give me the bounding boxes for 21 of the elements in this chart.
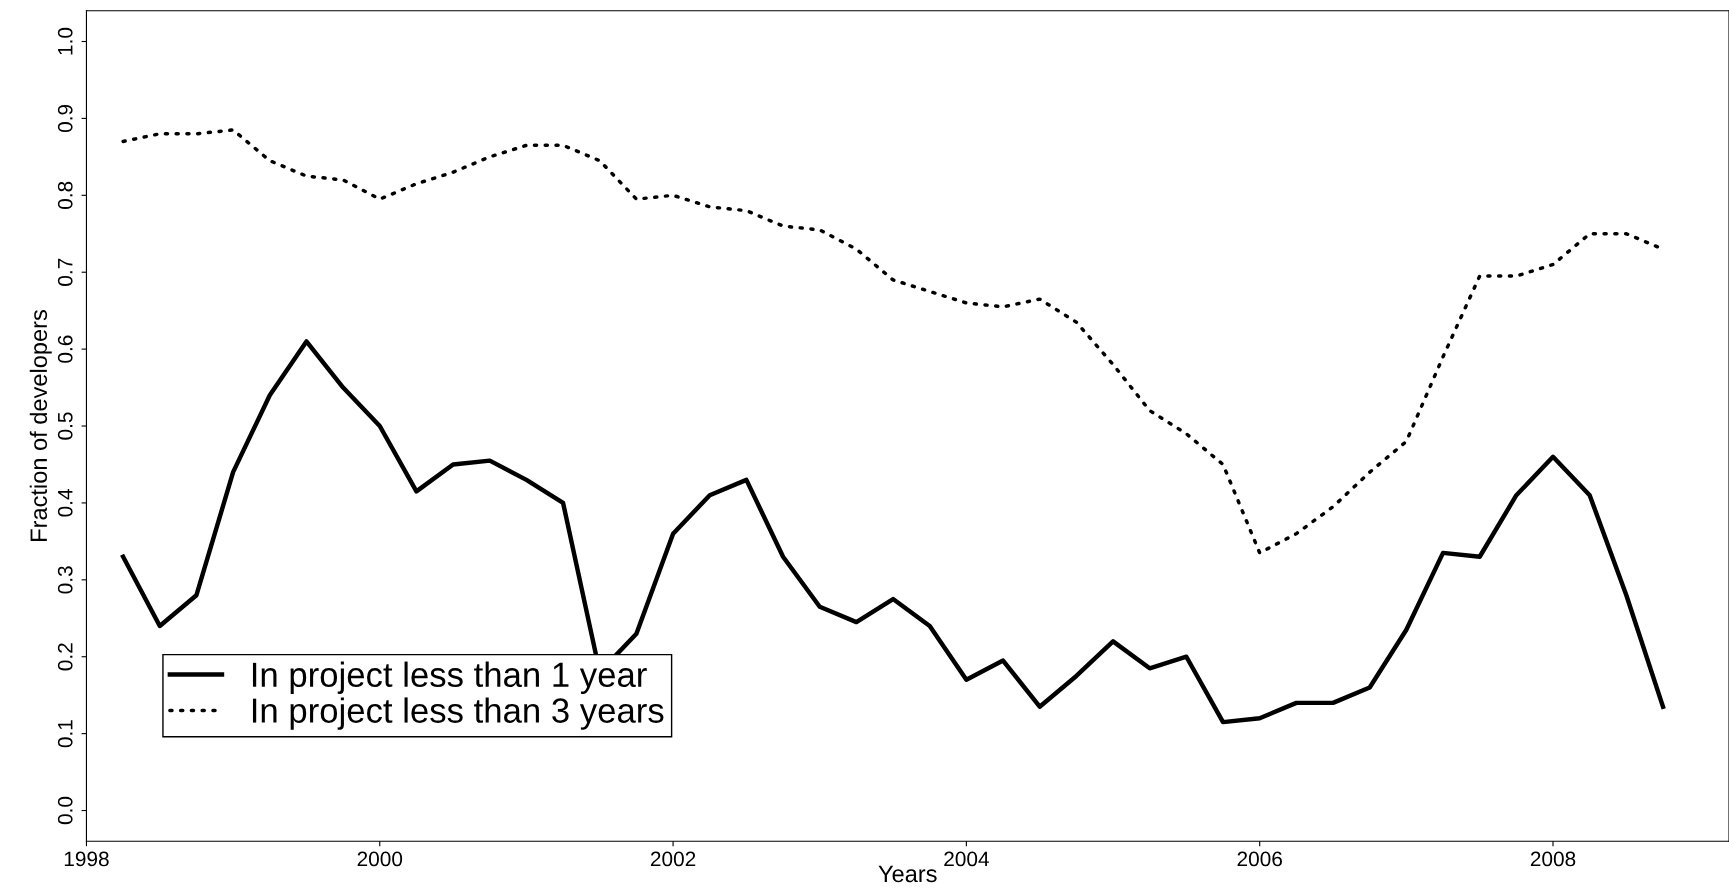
y-tick-label: 0.0 [57,796,73,825]
y-tick-label: 0.3 [57,566,73,594]
x-tick-label: 2006 [1237,851,1282,867]
x-tick-label: 2004 [944,851,989,867]
y-tick-label: 0.1 [57,720,73,748]
x-tick-label: 2002 [650,851,696,867]
legend-label: In project less than 1 year [252,661,647,694]
y-tick-label: 0.9 [57,104,73,133]
x-tick-label: 1998 [64,851,109,867]
x-tick-label: 2008 [1530,851,1576,867]
x-axis-title: Years [878,865,937,883]
y-axis-title: Fraction of developers [29,310,52,541]
y-tick-label: 0.4 [57,489,73,517]
x-tick-label: 2000 [357,851,403,867]
y-tick-label: 0.5 [57,412,73,440]
y-tick-label: 1.0 [57,27,73,55]
legend-label: In project less than 3 years [252,697,664,730]
y-tick-label: 0.7 [57,258,73,286]
y-tick-label: 0.2 [57,643,73,671]
y-tick-label: 0.8 [57,181,73,209]
y-tick-label: 0.6 [57,335,73,363]
